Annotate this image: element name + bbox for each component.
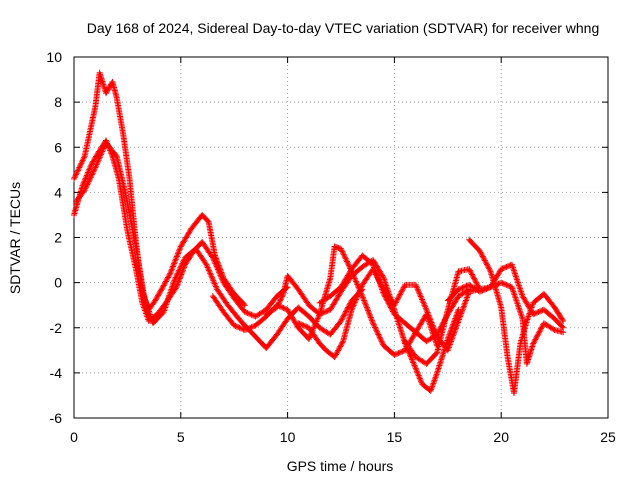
data-series-markers (466, 236, 567, 397)
x-tick-label: 5 (177, 429, 185, 445)
y-tick-label: 10 (46, 49, 62, 65)
y-tick-label: -6 (50, 410, 63, 426)
y-tick-label: 2 (54, 230, 62, 246)
x-axis-label: GPS time / hours (287, 458, 394, 474)
x-tick-label: 10 (280, 429, 296, 445)
tick-labels: 0 5 10 15 20 25 -6 -4 -2 0 2 4 6 8 10 (46, 49, 616, 445)
x-tick-label: 20 (493, 429, 509, 445)
data-series-markers (316, 252, 473, 345)
y-tick-label: -4 (50, 365, 63, 381)
x-tick-label: 25 (600, 429, 616, 445)
data-series-markers (444, 279, 567, 367)
x-tick-label: 15 (387, 429, 403, 445)
y-tick-label: 8 (54, 94, 62, 110)
data-series-markers (73, 139, 366, 352)
data-series-markers (71, 137, 291, 324)
y-tick-label: 4 (54, 184, 62, 200)
y-tick-label: -2 (50, 320, 63, 336)
y-tick-label: 0 (54, 275, 62, 291)
y-axis-label: SDTVAR / TECUs (7, 182, 23, 294)
chart-title: Day 168 of 2024, Sidereal Day-to-day VTE… (87, 20, 600, 36)
data-points (71, 69, 567, 397)
plot-frame (73, 56, 609, 419)
data-series-markers (209, 243, 441, 358)
x-tick-label: 0 (70, 429, 78, 445)
y-tick-label: 6 (54, 139, 62, 155)
